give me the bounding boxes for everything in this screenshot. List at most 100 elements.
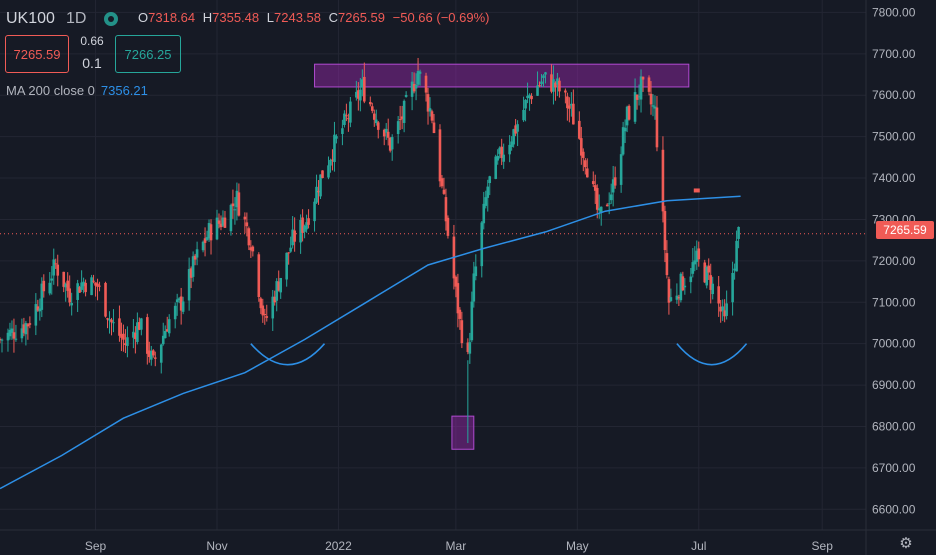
candle-body	[623, 127, 627, 132]
candle-body	[140, 318, 143, 330]
candle-body	[293, 230, 296, 242]
candle-body	[259, 298, 263, 309]
candle-body	[333, 134, 336, 162]
ma-legend-value: 7356.21	[100, 83, 148, 98]
candle-body	[627, 105, 631, 120]
interval-label[interactable]: 1D	[66, 10, 87, 27]
candle-body	[426, 94, 430, 112]
candle-body	[94, 282, 97, 286]
candle-body	[384, 128, 388, 133]
candle-body	[106, 318, 109, 320]
candle-body	[647, 77, 651, 92]
candle-body	[599, 206, 603, 213]
candle-body	[347, 118, 350, 120]
candle-body	[80, 282, 83, 290]
candle-body	[313, 201, 316, 222]
candle-body	[697, 248, 701, 260]
candle-body	[566, 96, 569, 109]
candle-body	[470, 301, 474, 341]
y-tick-label: 7400.00	[872, 171, 916, 185]
candle-body	[723, 310, 726, 317]
candle-body	[122, 333, 125, 340]
candle-body	[148, 350, 151, 357]
candle-body	[231, 203, 235, 207]
candle-body	[181, 301, 185, 312]
marker-point	[693, 188, 700, 193]
candle-body	[494, 156, 498, 179]
x-tick-label: Sep	[85, 539, 107, 553]
candle-body	[621, 127, 625, 155]
candle-body	[349, 101, 352, 123]
candle-body	[679, 273, 683, 301]
candle-body	[444, 197, 448, 222]
candle-body	[177, 298, 181, 301]
candle-body	[552, 79, 555, 92]
candle-body	[279, 277, 283, 293]
candle-body	[20, 328, 24, 339]
candle-body	[319, 174, 322, 197]
candle-body	[398, 119, 402, 121]
candle-body	[217, 220, 221, 224]
candle-body	[10, 328, 14, 333]
candle-body	[341, 128, 344, 134]
candle-body	[460, 320, 464, 344]
candle-body	[221, 217, 225, 226]
y-tick-label: 6600.00	[872, 502, 916, 516]
candle-body	[159, 344, 163, 363]
candle-body	[402, 100, 406, 123]
candle-body	[195, 249, 199, 258]
zone-box[interactable]	[451, 415, 475, 450]
candle-body	[721, 306, 724, 311]
zone-box[interactable]	[314, 63, 690, 88]
candle-body	[611, 179, 615, 193]
y-tick-label: 7000.00	[872, 337, 916, 351]
candle-body	[82, 281, 85, 287]
candle-body	[466, 342, 470, 352]
symbol-label[interactable]: UK100	[6, 10, 55, 27]
candle-body	[163, 331, 167, 339]
y-tick-label: 6700.00	[872, 461, 916, 475]
candle-body	[245, 222, 249, 227]
candle-body	[28, 323, 32, 325]
y-tick-label: 7100.00	[872, 295, 916, 309]
candle-body	[498, 147, 501, 154]
candle-body	[68, 288, 71, 303]
candle-body	[653, 106, 657, 109]
candle-body	[343, 113, 346, 125]
candle-body	[524, 99, 527, 109]
sell-button[interactable]: 7265.59	[5, 35, 69, 73]
low-label: L	[266, 10, 274, 25]
candle-body	[151, 350, 155, 356]
buy-button[interactable]: 7266.25	[115, 35, 181, 73]
candle-body	[108, 319, 111, 321]
candle-body	[544, 72, 547, 75]
gear-icon[interactable]: ⚙	[899, 535, 913, 552]
curve-annotation[interactable]	[250, 343, 326, 366]
candle-body	[275, 281, 279, 301]
candle-body	[62, 271, 66, 287]
candle-body	[585, 168, 589, 178]
curve-annotation[interactable]	[676, 343, 748, 366]
candle-body	[134, 332, 137, 340]
candle-body	[175, 299, 179, 303]
candle-body	[386, 131, 390, 138]
candle-body	[578, 120, 581, 139]
high-value: 7355.48	[212, 10, 260, 25]
x-tick-label: May	[566, 539, 589, 553]
candle-body	[404, 95, 408, 97]
candle-body	[315, 186, 318, 203]
candle-body	[412, 84, 416, 92]
candle-body	[468, 342, 472, 354]
candle-body	[247, 228, 251, 246]
ma-legend[interactable]: MA 200 close 0 7356.21	[6, 83, 148, 98]
ma-200-line[interactable]	[0, 195, 741, 490]
candle-body	[92, 280, 95, 282]
spread-bottom: 0.1	[82, 55, 102, 71]
candle-body	[542, 75, 545, 78]
candle-body	[6, 332, 10, 341]
close-value: 7265.59	[338, 10, 386, 25]
candle-body	[22, 324, 26, 333]
candle-body	[667, 279, 671, 303]
candle-body	[34, 304, 38, 326]
